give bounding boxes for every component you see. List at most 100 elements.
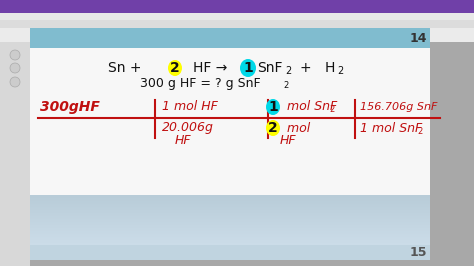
Text: 1: 1 [268, 100, 278, 114]
Ellipse shape [168, 60, 182, 76]
Text: 20.006g: 20.006g [162, 122, 214, 135]
Bar [30, 28, 430, 48]
Bar [30, 226, 430, 227]
Bar [30, 213, 430, 214]
Bar [30, 243, 430, 244]
Bar [30, 221, 430, 222]
Text: SnF: SnF [257, 61, 283, 75]
Bar [30, 217, 430, 218]
Bar [30, 195, 430, 196]
Bar [30, 203, 430, 204]
Bar [30, 224, 430, 225]
Text: HF: HF [175, 134, 191, 147]
Bar [30, 245, 430, 246]
Bar [30, 253, 430, 254]
Bar [30, 197, 430, 198]
Bar [30, 251, 430, 252]
Bar [30, 207, 430, 208]
Bar [30, 200, 430, 201]
Bar [30, 231, 430, 232]
Bar [30, 211, 430, 212]
Ellipse shape [266, 99, 280, 115]
Bar [30, 249, 430, 250]
Bar [30, 254, 430, 255]
Bar [30, 212, 430, 213]
Bar [30, 227, 430, 228]
Text: 2: 2 [337, 66, 343, 76]
Bar [30, 222, 430, 223]
Bar [30, 220, 430, 221]
Text: 1: 1 [243, 61, 253, 75]
Bar [30, 209, 430, 210]
Bar [30, 247, 430, 248]
Bar [30, 208, 430, 209]
Bar [30, 245, 430, 260]
Bar [30, 232, 430, 233]
Bar [30, 219, 430, 220]
Text: 300 g HF = ? g SnF: 300 g HF = ? g SnF [140, 77, 260, 90]
Bar [30, 210, 430, 211]
Bar [30, 250, 430, 251]
Bar [30, 235, 430, 236]
Bar [30, 241, 430, 242]
Text: H: H [325, 61, 335, 75]
Circle shape [10, 63, 20, 73]
Text: mol: mol [283, 122, 310, 135]
Bar [30, 28, 430, 256]
Bar [0, 28, 474, 42]
Bar [0, 42, 30, 266]
Bar [30, 233, 430, 234]
Bar [30, 216, 430, 217]
Text: 156.706g SnF: 156.706g SnF [360, 102, 438, 112]
Bar [30, 228, 430, 229]
Bar [30, 238, 430, 239]
Text: 2: 2 [417, 127, 422, 135]
Text: Sn +: Sn + [108, 61, 142, 75]
Bar [0, 0, 474, 13]
Text: 2: 2 [329, 106, 334, 114]
Text: mol SnF: mol SnF [283, 101, 337, 114]
Ellipse shape [266, 120, 280, 136]
Bar [30, 239, 430, 240]
Bar [30, 201, 430, 202]
Text: 1 mol SnF: 1 mol SnF [360, 122, 422, 135]
Bar [30, 215, 430, 216]
Bar [30, 236, 430, 237]
Bar [0, 13, 474, 28]
Text: 2: 2 [170, 61, 180, 75]
Bar [30, 240, 430, 241]
Bar [30, 252, 430, 253]
Bar [30, 225, 430, 226]
Bar [30, 205, 430, 206]
Text: 1 mol HF: 1 mol HF [162, 101, 218, 114]
Bar [30, 218, 430, 219]
Circle shape [10, 77, 20, 87]
Bar [30, 230, 430, 231]
Text: 15: 15 [409, 246, 427, 259]
Text: HF →: HF → [193, 61, 227, 75]
Bar [30, 248, 430, 249]
Bar [30, 198, 430, 199]
Bar [30, 244, 430, 245]
Bar [30, 202, 430, 203]
Bar [30, 237, 430, 238]
Text: 14: 14 [409, 31, 427, 44]
Text: 2: 2 [285, 66, 291, 76]
Ellipse shape [240, 59, 256, 77]
Bar [30, 242, 430, 243]
Bar [30, 246, 430, 247]
Text: 2: 2 [268, 121, 278, 135]
Bar [30, 199, 430, 200]
Bar [30, 204, 430, 205]
Text: +: + [299, 61, 311, 75]
Text: 2: 2 [283, 81, 288, 90]
Bar [30, 206, 430, 207]
Bar [30, 196, 430, 197]
Text: 300gHF: 300gHF [40, 100, 100, 114]
Bar [30, 223, 430, 224]
Text: HF: HF [280, 134, 297, 147]
Bar [30, 229, 430, 230]
Bar [30, 234, 430, 235]
Bar [0, 13, 474, 20]
Bar [30, 214, 430, 215]
